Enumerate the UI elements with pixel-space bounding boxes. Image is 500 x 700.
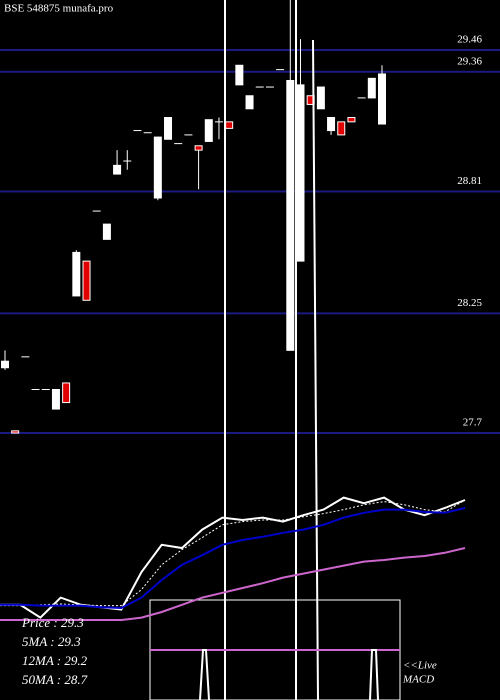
candle-body bbox=[245, 95, 254, 110]
candle-body bbox=[62, 382, 71, 404]
candle-body bbox=[153, 136, 162, 199]
candle-body bbox=[337, 121, 346, 136]
candle-body bbox=[235, 64, 244, 86]
candle-body bbox=[367, 77, 376, 99]
candle-body bbox=[327, 117, 336, 132]
legend-entry: 50MA : 28.7 bbox=[22, 672, 88, 687]
spike-line bbox=[312, 39, 319, 700]
ma-line bbox=[0, 507, 466, 610]
ma-line bbox=[0, 496, 466, 619]
macd-bars bbox=[199, 649, 379, 700]
ma-line bbox=[0, 547, 466, 621]
y-tick-label: 29.36 bbox=[457, 55, 482, 67]
candle-body bbox=[286, 80, 295, 351]
candle-body bbox=[296, 84, 305, 262]
candle-body bbox=[1, 360, 9, 369]
candle-body bbox=[72, 251, 81, 297]
macd-label: <<Live bbox=[403, 660, 437, 672]
candle-body bbox=[11, 430, 20, 434]
candle-body bbox=[316, 86, 325, 110]
candles bbox=[1, 0, 386, 434]
grid: 29.46 29.36 28.81 28.25 27.7 bbox=[0, 34, 500, 435]
y-tick-label: 27.7 bbox=[463, 417, 483, 429]
macd-label: MACD bbox=[402, 674, 434, 686]
chart-title: BSE 548875 munafa.pro bbox=[4, 3, 114, 15]
y-tick-label: 29.46 bbox=[457, 34, 482, 46]
legend-entry: Price : 29.3 bbox=[21, 615, 84, 630]
candle-body bbox=[378, 73, 386, 125]
candle-body bbox=[204, 119, 213, 142]
candle-body bbox=[225, 121, 234, 129]
candle-body bbox=[102, 223, 111, 240]
candle-body bbox=[347, 117, 356, 123]
candle-body bbox=[164, 117, 173, 140]
candle-body bbox=[194, 145, 203, 151]
ma-panel: Price : 29.3 5MA : 29.3 12MA : 29.2 50MA : … bbox=[0, 496, 466, 687]
y-tick-label: 28.81 bbox=[457, 175, 482, 187]
legend-entry: 5MA : 29.3 bbox=[22, 634, 81, 649]
candle-body bbox=[51, 388, 60, 410]
candle-body bbox=[113, 164, 122, 175]
candle-body bbox=[82, 260, 91, 301]
y-tick-label: 28.25 bbox=[457, 297, 482, 309]
legend-entry: 12MA : 29.2 bbox=[22, 653, 88, 668]
